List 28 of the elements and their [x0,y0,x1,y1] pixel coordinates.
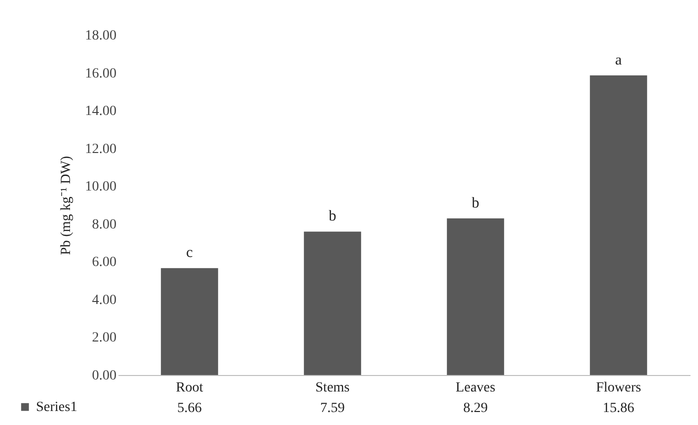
x-tick-label: Flowers [596,380,642,396]
bar [304,232,362,375]
y-tick-label: 14.00 [85,104,116,120]
x-tick-label: Leaves [456,380,496,396]
data-label: 7.59 [320,401,345,416]
y-tick-label: 6.00 [92,255,116,270]
data-label: 15.86 [602,401,634,416]
bar [446,218,504,375]
y-tick-label: 8.00 [92,217,116,232]
y-tick-label: 18.00 [85,28,116,44]
y-tick-label: 12.00 [85,142,116,157]
x-tick-label: Stems [315,380,350,396]
legend-label: Series1 [36,400,78,415]
bar [590,75,648,375]
annotation: a [615,52,622,68]
y-tick-label: 10.00 [85,180,116,195]
y-tick-label: 0.00 [92,368,116,384]
data-label: 8.29 [463,401,488,416]
y-tick-label: 4.00 [92,292,116,308]
data-label: 5.66 [177,401,202,416]
annotation: b [472,195,480,212]
bar [160,268,218,375]
y-axis-title: Pb (mg kg⁻¹ DW) [59,156,74,256]
y-tick-label: 16.00 [85,66,116,82]
annotation: b [328,208,336,225]
y-tick-label: 2.00 [92,330,116,346]
x-tick-label: Root [176,380,204,396]
annotation: c [186,245,194,262]
